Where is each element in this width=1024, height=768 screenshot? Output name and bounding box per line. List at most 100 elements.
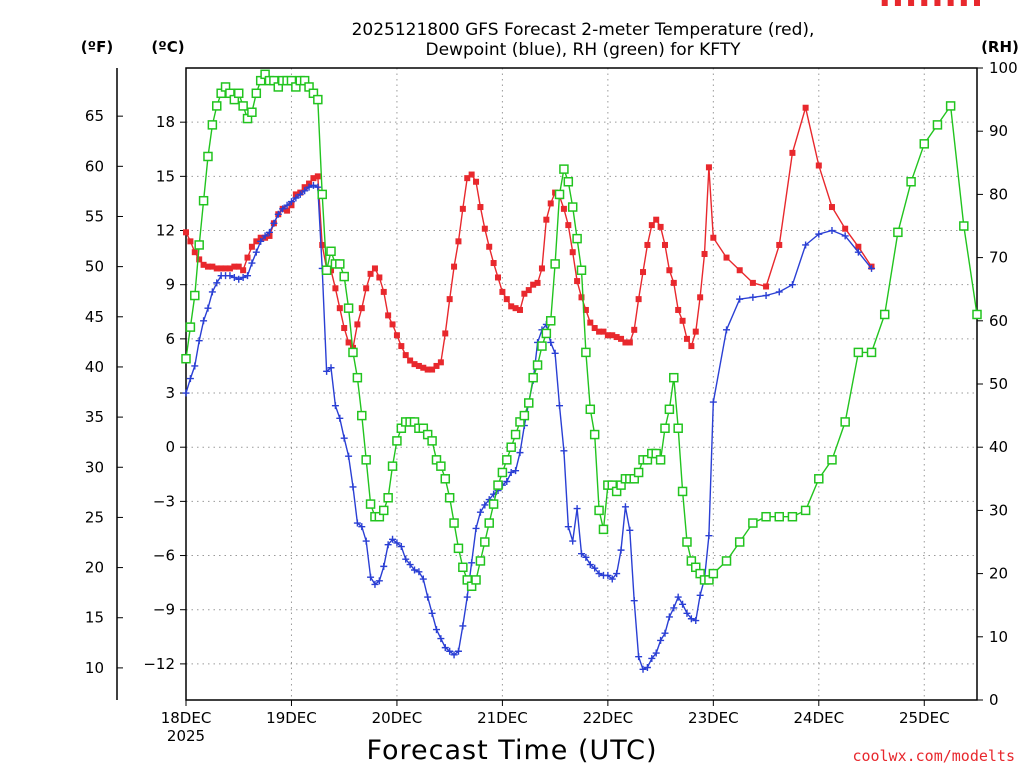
- dewpoint-point: [274, 210, 282, 218]
- rh-point: [919, 139, 930, 149]
- rh-point: [682, 537, 692, 547]
- dewpoint-point: [476, 508, 484, 516]
- temperature-point: [385, 312, 392, 319]
- temperature-point: [459, 205, 466, 212]
- temperature-point: [345, 339, 352, 346]
- rh-point: [251, 88, 262, 99]
- rh-point: [238, 101, 248, 111]
- rh-point: [440, 474, 451, 484]
- rh-line: [185, 73, 978, 588]
- temperature-point: [697, 294, 704, 301]
- fahrenheit-unit-label: (ºF): [81, 38, 113, 56]
- dewpoint-point: [323, 367, 331, 375]
- temperature-point: [701, 250, 708, 257]
- plot-frame: [185, 67, 978, 701]
- rh-point: [589, 429, 600, 440]
- rh-point: [598, 524, 609, 535]
- dewpoint-point: [868, 264, 876, 272]
- temperature-point: [596, 328, 603, 335]
- dewpoint-point: [547, 338, 555, 346]
- dewpoint-point: [687, 615, 695, 623]
- temperature-point: [354, 321, 361, 328]
- rh-point: [317, 189, 327, 200]
- dewpoint-point: [802, 241, 810, 249]
- temperature-point: [670, 279, 677, 286]
- dewpoint-point: [556, 402, 564, 410]
- temperature-point: [292, 191, 299, 198]
- rh-point: [233, 88, 244, 99]
- temperature-point: [530, 281, 537, 288]
- temperature-point: [763, 283, 770, 290]
- dewpoint-point: [692, 617, 700, 625]
- temperature-point: [310, 175, 317, 182]
- dewpoint-point: [828, 227, 836, 235]
- rh-point: [581, 347, 591, 358]
- rh-point: [576, 265, 587, 275]
- rh-point: [774, 511, 784, 522]
- dewpoint-point: [626, 526, 634, 534]
- rh-point: [563, 177, 574, 187]
- temperature-point: [341, 325, 348, 332]
- dewpoint-point: [569, 537, 577, 545]
- dewpoint-point: [270, 219, 278, 227]
- rh-point: [436, 461, 446, 471]
- dewpoint-point: [459, 622, 467, 630]
- rh-point: [761, 511, 771, 522]
- dewpoint-point: [854, 248, 862, 256]
- dewpoint-point: [402, 555, 410, 563]
- temperature-point: [301, 184, 308, 191]
- temperature-point: [587, 319, 594, 326]
- temperature-point: [661, 241, 668, 248]
- series-lines: [182, 0, 982, 673]
- temperature-point: [683, 335, 690, 342]
- temperature-point: [692, 328, 699, 335]
- dewpoint-point: [248, 259, 256, 267]
- rh-point: [519, 410, 530, 421]
- dewpoint-point: [384, 541, 392, 549]
- temperature-point: [486, 243, 493, 250]
- temperature-point: [521, 290, 528, 297]
- dewpoint-point: [397, 543, 405, 551]
- chart-title-line2: Dewpoint (blue), RH (green) for KFTY: [426, 40, 742, 60]
- temperature-point: [675, 306, 682, 313]
- dewpoint-point: [252, 248, 260, 256]
- temperature-point: [503, 296, 510, 303]
- rh-point: [532, 360, 543, 370]
- rh-point: [748, 518, 758, 528]
- rh-point: [541, 328, 552, 339]
- temperature-point: [776, 241, 783, 248]
- rh-point: [734, 537, 745, 547]
- dewpoint-point: [788, 281, 796, 289]
- rh-tick-label: 80: [989, 185, 1008, 203]
- temperature-point: [881, 0, 888, 6]
- rh-point: [488, 499, 499, 509]
- rh-tick-label: 40: [989, 438, 1008, 456]
- dewpoint-point: [468, 559, 476, 567]
- temperature-point: [600, 328, 607, 335]
- temperature-point: [481, 225, 488, 232]
- rh-point: [212, 101, 222, 111]
- temperature-point: [380, 288, 387, 295]
- dewpoint-point: [437, 635, 445, 643]
- dewpoint-point: [815, 230, 823, 238]
- watermark: coolwx.com/modelts: [852, 747, 1015, 765]
- temperature-point: [253, 238, 260, 245]
- dewpoint-point: [446, 647, 454, 655]
- dewpoint-point: [283, 201, 291, 209]
- dewpoint-point: [371, 580, 379, 588]
- dewpoint-point: [551, 349, 559, 357]
- temperature-point: [473, 178, 480, 185]
- dewpoint-point: [652, 649, 660, 657]
- temperature-point: [710, 234, 717, 241]
- temperature-line: [185, 104, 873, 371]
- dewpoint-point: [723, 326, 731, 334]
- temperature-point: [538, 265, 545, 272]
- rh-point: [352, 372, 363, 383]
- temperature-point: [187, 238, 194, 245]
- temperature-point: [679, 317, 686, 324]
- temperature-point: [688, 343, 695, 350]
- rh-point: [502, 455, 512, 465]
- rh-point: [313, 94, 323, 105]
- temperature-point: [389, 321, 396, 328]
- temperature-point: [437, 359, 444, 366]
